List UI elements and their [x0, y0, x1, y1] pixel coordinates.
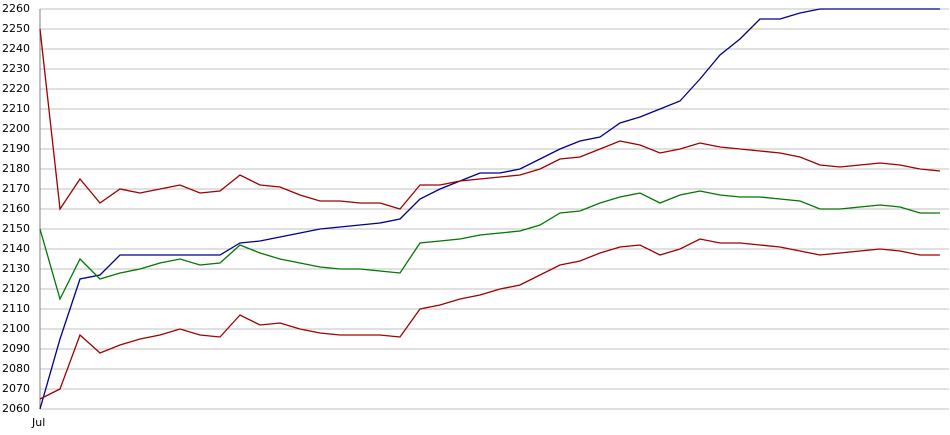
x-tick-label: Jul: [31, 416, 45, 429]
y-tick-label: 2180: [2, 162, 30, 175]
y-tick-label: 2170: [2, 182, 30, 195]
y-tick-label: 2200: [2, 122, 30, 135]
y-tick-label: 2110: [2, 302, 30, 315]
y-tick-label: 2240: [2, 42, 30, 55]
y-tick-label: 2230: [2, 62, 30, 75]
y-tick-label: 2190: [2, 142, 30, 155]
y-tick-label: 2120: [2, 282, 30, 295]
y-tick-label: 2060: [2, 402, 30, 415]
y-tick-label: 2070: [2, 382, 30, 395]
y-tick-label: 2140: [2, 242, 30, 255]
series-line: [39, 190, 940, 301]
series-line: [39, 8, 940, 410]
y-tick-label: 2220: [2, 82, 30, 95]
series-line: [39, 28, 941, 211]
y-tick-label: 2080: [2, 362, 30, 375]
y-tick-label: 2250: [2, 22, 30, 35]
y-tick-label: 2260: [2, 2, 30, 15]
y-tick-label: 2210: [2, 102, 30, 115]
series-line: [39, 238, 940, 400]
y-tick-label: 2100: [2, 322, 30, 335]
y-tick-label: 2160: [2, 202, 30, 215]
y-tick-label: 2150: [2, 222, 30, 235]
y-tick-label: 2130: [2, 262, 30, 275]
y-tick-label: 2090: [2, 342, 30, 355]
